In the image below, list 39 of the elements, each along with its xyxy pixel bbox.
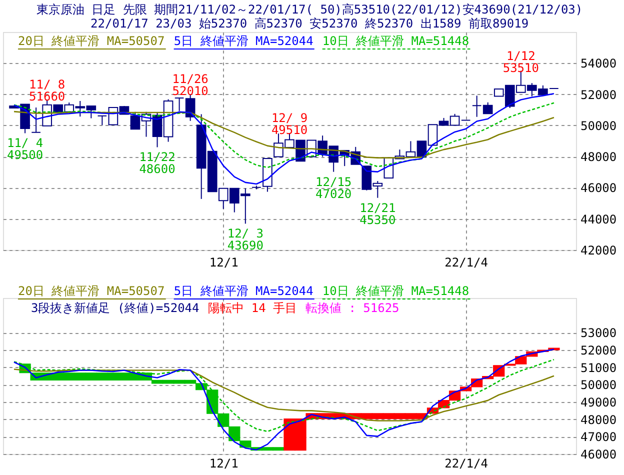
y-tick-label: 51000 bbox=[580, 360, 617, 375]
annotation: 12/ 3 43690 bbox=[227, 226, 264, 253]
y-tick-label: 49000 bbox=[580, 396, 617, 410]
y-tick-label: 46000 bbox=[580, 448, 617, 462]
chart-subtitle: 22/01/17 23/03 始52370 高52370 安52370 終52370 出1589 前取89019 bbox=[90, 16, 529, 30]
annotation: 12/21 45350 bbox=[360, 200, 396, 227]
x-tick-label: 12/1 bbox=[209, 256, 238, 270]
y-tick-label: 50000 bbox=[580, 378, 617, 392]
text: 10日 終値平滑 MA=51448 bbox=[322, 34, 470, 48]
y-tick-label: 47000 bbox=[580, 430, 617, 444]
text: 10日 終値平滑 MA=51448 bbox=[322, 284, 470, 298]
y-tick-label: 44000 bbox=[580, 212, 617, 226]
y-tick-label: 53000 bbox=[580, 326, 617, 340]
text: 5日 終値平滑 MA=52044 bbox=[174, 284, 314, 298]
x-tick-label: 22/1/4 bbox=[444, 256, 488, 270]
annotation: 11/26 52010 bbox=[172, 72, 208, 98]
y-tick-label: 42000 bbox=[580, 244, 617, 258]
annotation: 1/12 53510 bbox=[502, 48, 539, 75]
y-tick-label: 46000 bbox=[580, 181, 617, 196]
y-tick-label: 52000 bbox=[580, 344, 617, 358]
annotation: 3段抜き新値足 (終値)=52044 bbox=[31, 301, 200, 315]
text: 5日 終値平滑 MA=52044 bbox=[174, 34, 314, 48]
y-tick-label: 50000 bbox=[580, 118, 617, 133]
annotation: 11/22 48600 bbox=[139, 150, 176, 176]
y-tick-label: 52000 bbox=[580, 88, 617, 102]
y-tick-label: 48000 bbox=[580, 150, 617, 164]
chart-title: 東京原油 日足 先限 期間21/11/02～22/01/17( 50)高53510(22/01/12)安43690(21/12/03) bbox=[36, 2, 583, 16]
text: 20日 終値平滑 MA=50507 bbox=[18, 34, 165, 48]
annotation: 12/15 47020 bbox=[316, 174, 352, 201]
x-tick-label: 12/1 bbox=[209, 456, 238, 470]
annotation: 12/ 9 49510 bbox=[271, 111, 308, 138]
annotation: 11/ 4 49500 bbox=[6, 136, 44, 162]
annotation: 陽転中 14 手目 bbox=[208, 301, 298, 315]
annotation: 転換値 : 51625 bbox=[305, 301, 400, 315]
y-tick-label: 48000 bbox=[580, 412, 617, 427]
y-tick-label: 54000 bbox=[580, 56, 617, 71]
x-tick-label: 22/1/4 bbox=[444, 456, 488, 470]
text: 20日 終値平滑 MA=50507 bbox=[18, 284, 165, 298]
annotation: 11/ 8 51660 bbox=[29, 78, 66, 104]
